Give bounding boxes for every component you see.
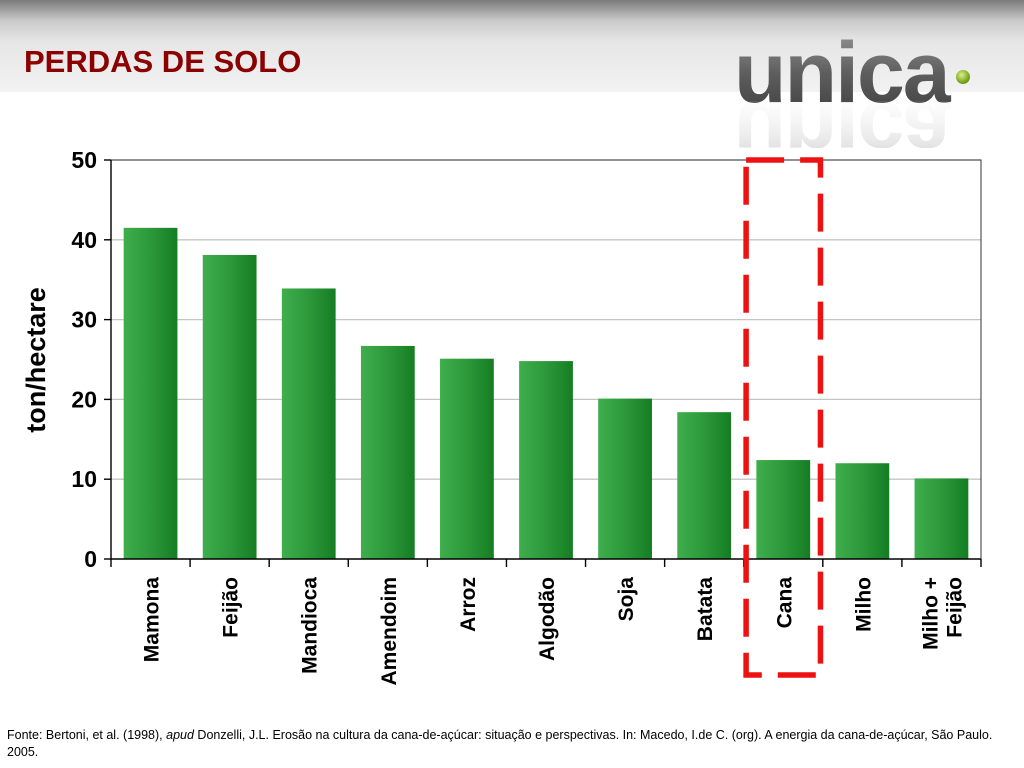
header-band: [0, 0, 1024, 92]
bar-milho-feij-o: [914, 478, 969, 559]
x-tick-label-algod-o: Algodão: [536, 577, 559, 661]
x-tick-label-milho-feij-o-0: Milho +: [919, 577, 942, 650]
highlight-box-cana: [743, 157, 824, 678]
y-tick-label-0: 0: [84, 546, 97, 572]
y-axis-label: ton/hectare: [21, 287, 51, 433]
bar-cana: [756, 460, 811, 559]
bar-algod-o: [519, 361, 573, 559]
unica-logo: unica unica: [734, 30, 970, 148]
footnote-prefix: Fonte: Bertoni, et al. (1998),: [7, 728, 167, 742]
y-tick-label-50: 50: [71, 147, 97, 173]
bar-mandioca: [281, 288, 336, 559]
footnote-italic: apud: [166, 728, 194, 742]
x-tick-label-soja: Soja: [615, 577, 638, 622]
logo-reflection: unica: [734, 83, 952, 148]
bar-batata: [677, 412, 732, 559]
bar-milho: [835, 463, 890, 559]
bar-amendoim: [360, 345, 415, 559]
logo-dot: [956, 70, 970, 84]
logo-text: unica: [734, 30, 952, 121]
x-tick-label-amendoim: Amendoim: [378, 577, 401, 686]
y-tick-label-30: 30: [71, 307, 97, 333]
x-tick-label-milho-feij-o-1: Feijão: [943, 577, 966, 638]
x-tick-label-feij-o: Feijão: [220, 577, 243, 638]
bar-feij-o: [202, 254, 257, 559]
x-tick-label-arroz: Arroz: [457, 577, 480, 632]
y-tick-label-20: 20: [71, 386, 97, 412]
bar-mamona: [123, 227, 178, 559]
y-tick-label-40: 40: [71, 227, 97, 253]
source-footnote: Fonte: Bertoni, et al. (1998), apud Donz…: [7, 727, 1007, 761]
footnote-suffix: Donzelli, J.L. Erosão na cultura da cana…: [7, 728, 993, 759]
y-tick-label-10: 10: [71, 466, 97, 492]
page-title: PERDAS DE SOLO: [24, 44, 302, 79]
bar-arroz: [440, 358, 494, 559]
x-tick-label-batata: Batata: [694, 577, 717, 642]
bar-soja: [598, 398, 652, 559]
x-tick-label-milho: Milho: [852, 577, 875, 632]
x-tick-label-mamona: Mamona: [141, 577, 164, 663]
x-tick-label-mandioca: Mandioca: [299, 577, 322, 674]
x-tick-label-cana: Cana: [773, 577, 796, 629]
